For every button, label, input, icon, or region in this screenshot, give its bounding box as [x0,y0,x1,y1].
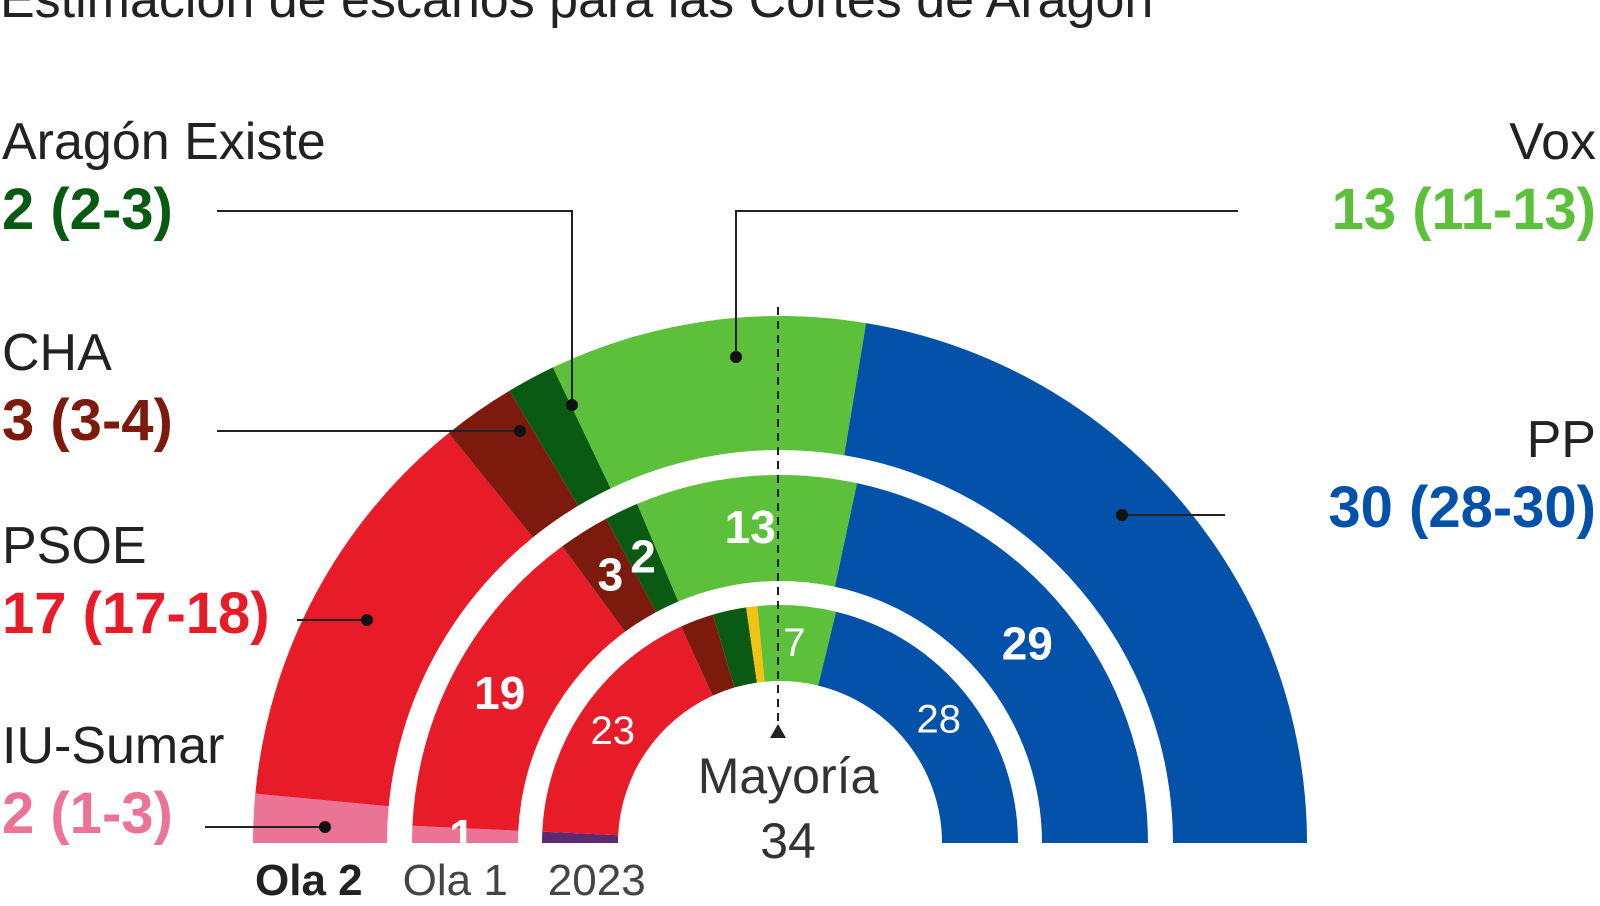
leader-dot-aragon-existe [566,399,578,411]
segment-labels: 1 19 3 2 13 29 23 7 28 [449,501,1053,862]
party-value-psoe: 17 (17-18) [2,581,270,646]
segment-label-ola-1-psoe: 19 [474,667,525,719]
segment-ola-2-pp [844,323,1307,844]
segment-label-ola-1-iu-sumar: 1 [449,810,475,862]
ring-legend-ola1: Ola 1 [402,856,508,905]
party-name-vox: Vox [1509,113,1596,171]
segment-2023-cha [681,614,735,696]
label-vox: Vox 13 (11-13) [1332,112,1596,243]
segment-ola-2-cha [448,390,579,538]
segment-label-ola-1-cha: 3 [598,549,624,601]
majority-value: 34 [760,813,816,869]
party-value-vox: 13 (11-13) [1331,177,1596,242]
segment-2023-podemos [542,831,619,843]
segment-2023-par [746,606,765,683]
leader-dot-pp [1116,509,1128,521]
hemicycle-rings [253,315,1307,844]
segment-2023-psoe [542,626,713,836]
party-value-iu-sumar: 2 (1-3) [2,781,173,846]
ring-legend-2023: 2023 [547,856,646,905]
segment-label-2023-pp: 28 [917,698,962,742]
label-psoe: PSOE 17 (17-18) [2,516,270,647]
party-name-cha: CHA [2,324,112,382]
segment-ola-2-aragon-existe [509,367,611,506]
label-iu-sumar: IU-Sumar 2 (1-3) [2,716,224,847]
leader-dot-psoe [361,614,373,626]
segment-ola-1-vox [637,475,858,602]
segment-2023-pp [818,611,1018,843]
majority-line: Mayoría 34 [698,307,879,869]
party-name-iu-sumar: IU-Sumar [2,717,225,775]
label-pp: PP 30 (28-30) [1328,410,1596,541]
ring-legend-ola2: Ola 2 [255,856,363,905]
segment-2023-aragon-existe [712,607,757,688]
party-name-pp: PP [1526,411,1596,469]
party-value-aragon-existe: 2 (2-3) [2,177,173,242]
segment-2023-vox [757,605,837,686]
segment-label-2023-psoe: 23 [590,709,635,753]
segment-label-2023-vox: 7 [783,621,805,665]
party-value-cha: 3 (3-4) [2,388,173,453]
segment-ola-1-pp [834,483,1148,843]
party-value-pp: 30 (28-30) [1328,475,1596,540]
leader-line-aragon-existe [217,210,573,405]
party-name-aragon-existe: Aragón Existe [2,113,326,171]
leader-dot-iu-sumar [319,821,331,833]
label-aragon-existe: Aragón Existe 2 (2-3) [2,112,326,243]
segment-ola-1-psoe [412,546,626,831]
segment-ola-2-vox [552,315,867,489]
leader-line-vox [735,210,1238,357]
leader-dot-vox [730,351,742,363]
label-cha: CHA 3 (3-4) [2,323,173,454]
segment-ola-2-iu-sumar [253,793,389,843]
segment-label-ola-1-vox: 13 [725,501,776,553]
leader-dot-cha [514,425,526,437]
segment-label-ola-1-pp: 29 [1002,618,1053,670]
segment-ola-1-cha [562,518,657,632]
leader-lines [205,210,1238,833]
party-name-psoe: PSOE [2,517,147,575]
segment-ola-1-aragon-existe [606,503,679,613]
chart-title: Estimación de escaños para las Cortes de… [0,0,1154,29]
ring-legend: Ola 2 Ola 1 2023 [255,856,686,906]
segment-ola-1-iu-sumar [412,825,519,843]
segment-label-ola-1-aragon-existe: 2 [630,531,656,583]
majority-label: Mayoría [698,748,879,804]
majority-arrow-icon [770,724,786,738]
segment-ola-2-psoe [255,433,533,807]
